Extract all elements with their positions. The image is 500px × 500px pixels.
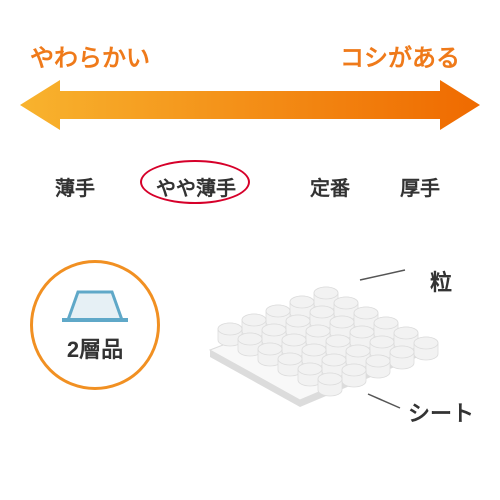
callout-grain: 粒 — [430, 265, 452, 297]
scale-label-soft: やわらかい — [30, 38, 150, 73]
thickness-row: 薄手 やや薄手 定番 厚手 — [0, 160, 500, 210]
layer-badge-label: 2層品 — [67, 332, 123, 364]
scale-arrow — [20, 80, 480, 130]
layer-badge: 2層品 — [30, 260, 160, 390]
thickness-thin: 薄手 — [55, 172, 95, 201]
scale-label-firm: コシがある — [340, 38, 460, 73]
thickness-thick: 厚手 — [400, 172, 440, 201]
thickness-std: 定番 — [310, 172, 350, 201]
bottom-section: 2層品 — [0, 260, 500, 460]
thickness-highlight-oval — [140, 160, 250, 204]
callout-sheet: シート — [408, 396, 474, 428]
layer-icon — [60, 286, 130, 326]
scale-top-labels: やわらかい コシがある — [0, 38, 500, 73]
